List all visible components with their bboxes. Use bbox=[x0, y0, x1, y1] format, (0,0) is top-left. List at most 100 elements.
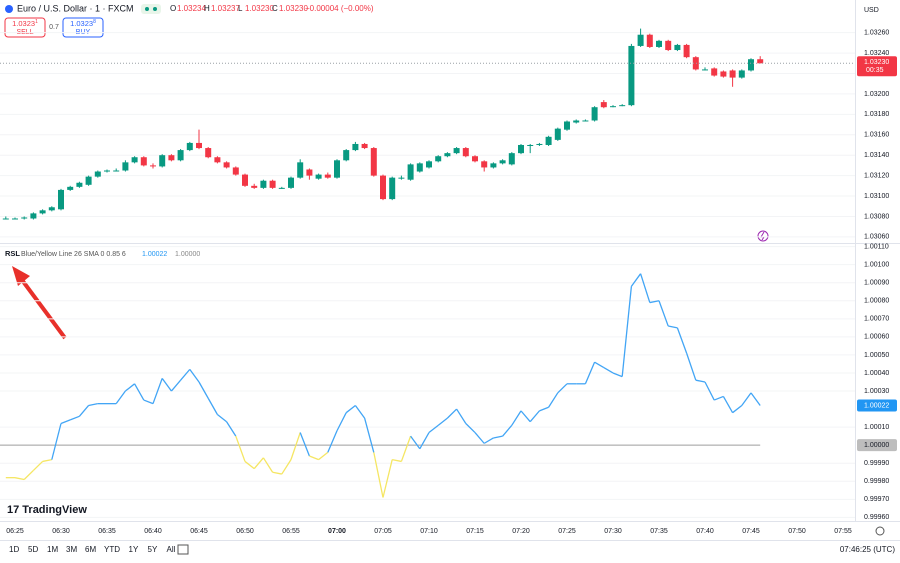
y-tick-label: 1.00090 bbox=[864, 280, 889, 287]
rsl-segment bbox=[621, 286, 633, 377]
candle-body bbox=[490, 163, 497, 168]
settings-icon[interactable] bbox=[875, 526, 885, 536]
status-dot bbox=[153, 7, 157, 11]
range-button[interactable]: All bbox=[167, 545, 176, 554]
x-tick-label: 07:25 bbox=[558, 528, 576, 535]
candle-body bbox=[591, 107, 598, 121]
x-tick-label: 07:45 bbox=[742, 528, 760, 535]
y-tick-label: 1.00060 bbox=[864, 334, 889, 341]
candle-body bbox=[140, 157, 147, 166]
candle-body bbox=[646, 34, 653, 47]
rsl-segment bbox=[437, 417, 448, 426]
symbol-title[interactable]: Euro / U.S. Dollar · 1 · FXCM bbox=[17, 3, 134, 13]
y-tick-label: 1.03200 bbox=[864, 91, 889, 98]
rsl-segment bbox=[290, 432, 301, 460]
candle-body bbox=[278, 187, 285, 189]
candle-body bbox=[260, 180, 267, 188]
candle-body bbox=[738, 70, 745, 78]
candle-body bbox=[324, 174, 331, 178]
rsl-segment bbox=[272, 471, 282, 475]
range-button[interactable]: 5D bbox=[28, 545, 38, 554]
y-tick-label: 0.99960 bbox=[864, 514, 889, 521]
x-tick-label: 07:20 bbox=[512, 528, 530, 535]
candle-body bbox=[58, 189, 64, 210]
candle-body bbox=[30, 213, 37, 219]
x-tick-label: 06:50 bbox=[236, 528, 254, 535]
candle-body bbox=[692, 57, 699, 70]
x-tick-label: 07:30 bbox=[604, 528, 622, 535]
candle-body bbox=[637, 34, 644, 46]
y-tick-label: 1.03080 bbox=[864, 213, 889, 220]
rsl-segment bbox=[685, 352, 697, 381]
range-button[interactable]: 3M bbox=[66, 545, 77, 554]
change: −0.00004 (−0.00%) bbox=[305, 4, 374, 13]
rsl-segment bbox=[630, 273, 642, 287]
range-button[interactable]: 5Y bbox=[148, 545, 158, 554]
rsl-segment bbox=[695, 379, 706, 383]
range-button[interactable]: 1D bbox=[9, 545, 19, 554]
annotation-arrowhead bbox=[12, 266, 30, 286]
ohlc-key: O bbox=[170, 4, 176, 13]
rsl-segment bbox=[14, 477, 25, 481]
rsl-segment bbox=[60, 419, 71, 425]
event-icon[interactable] bbox=[757, 230, 769, 242]
candle-body bbox=[205, 148, 212, 158]
ohlc-key: H bbox=[204, 4, 210, 13]
rsl-segment bbox=[502, 424, 513, 437]
price-badge-label: 1.03230 bbox=[864, 59, 889, 66]
rsl-segment bbox=[244, 460, 255, 470]
rsl-segment bbox=[336, 412, 347, 432]
x-tick-label: 07:40 bbox=[696, 528, 714, 535]
candle-body bbox=[508, 153, 515, 165]
rsl-segment bbox=[603, 366, 614, 374]
rsl-segment bbox=[363, 417, 375, 453]
indicator-title: RSL bbox=[5, 249, 20, 258]
candle-body bbox=[499, 160, 506, 164]
rsl-segment bbox=[713, 395, 724, 401]
price-badge bbox=[857, 56, 897, 77]
rsl-segment bbox=[309, 455, 319, 461]
rsl-segment bbox=[392, 458, 402, 463]
range-button[interactable]: 6M bbox=[85, 545, 96, 554]
brand-logo[interactable]: 17 TradingView bbox=[7, 504, 87, 516]
range-button[interactable]: YTD bbox=[104, 545, 120, 554]
currency[interactable]: USD bbox=[864, 7, 879, 14]
x-tick-label: 06:40 bbox=[144, 528, 162, 535]
candle-body bbox=[150, 165, 156, 167]
candle-body bbox=[720, 71, 727, 77]
rsl-segment bbox=[216, 413, 228, 423]
y-tick-label: 0.99980 bbox=[864, 478, 889, 485]
candle-body bbox=[481, 161, 488, 168]
rsl-segment bbox=[143, 399, 154, 405]
status-pill[interactable] bbox=[141, 4, 161, 14]
y-tick-label: 1.00080 bbox=[864, 298, 889, 305]
rsl-segment bbox=[456, 408, 467, 424]
rsl-segment bbox=[428, 424, 439, 434]
rsl-segment bbox=[207, 397, 218, 415]
rsl-segment bbox=[354, 405, 366, 419]
candle-body bbox=[76, 182, 83, 187]
candle-body bbox=[297, 162, 304, 178]
value-badge-label: 1.00022 bbox=[864, 402, 889, 409]
level-badge-label: 1.00000 bbox=[864, 442, 889, 449]
candle-body bbox=[582, 120, 589, 122]
rsl-segment bbox=[42, 458, 52, 463]
rsl-segment bbox=[520, 410, 531, 423]
rsl-segment bbox=[446, 408, 458, 419]
rsl-segment bbox=[649, 300, 660, 304]
y-tick-label: 0.99990 bbox=[864, 460, 889, 467]
ohlc-key: C bbox=[272, 4, 278, 13]
candle-body bbox=[315, 174, 322, 179]
date-range-icon[interactable] bbox=[177, 544, 189, 555]
rsl-segment bbox=[226, 421, 237, 437]
range-button[interactable]: 1Y bbox=[129, 545, 139, 554]
candle-body bbox=[536, 143, 543, 145]
range-button[interactable]: 1M bbox=[47, 545, 58, 554]
rsl-segment bbox=[584, 361, 596, 385]
x-tick-label: 07:35 bbox=[650, 528, 668, 535]
rsl-segment bbox=[668, 325, 678, 329]
x-tick-label: 07:10 bbox=[420, 528, 438, 535]
candle-body bbox=[242, 174, 248, 186]
rsl-segment bbox=[235, 435, 246, 462]
candle-body bbox=[407, 164, 414, 180]
